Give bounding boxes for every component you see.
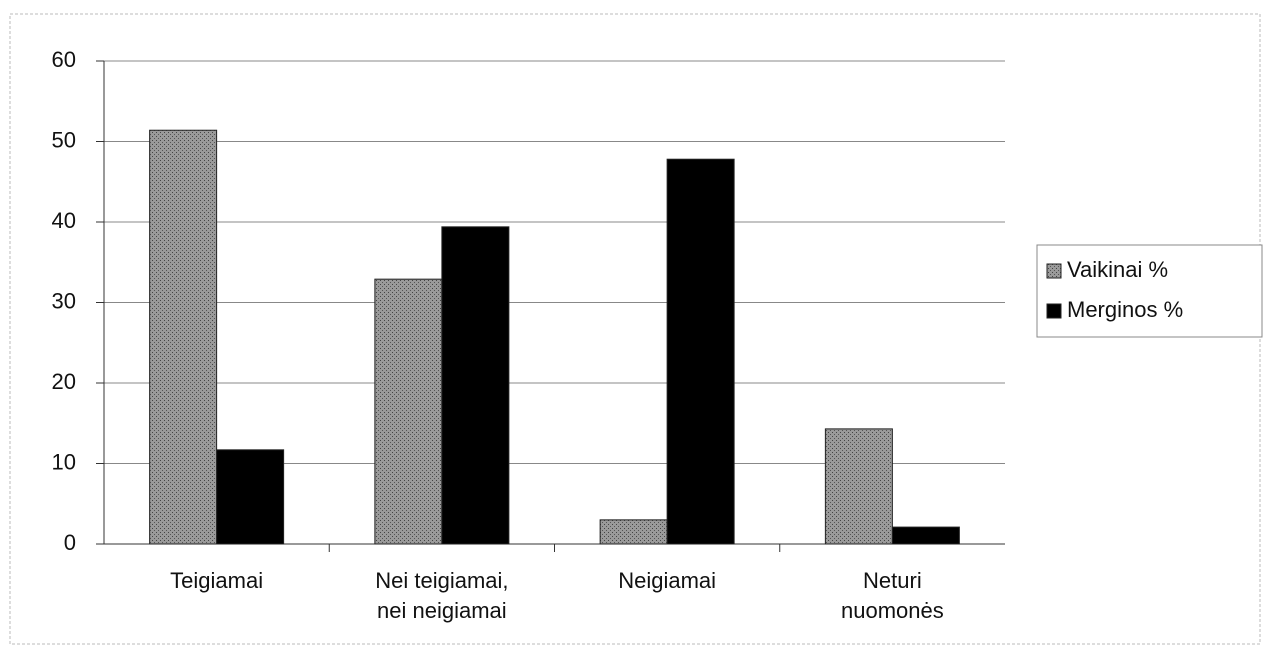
y-tick-label: 40: [52, 208, 76, 233]
y-tick-label: 0: [64, 530, 76, 555]
legend-box: [1036, 244, 1263, 338]
bar: [441, 226, 510, 545]
legend-swatch: [1046, 263, 1062, 279]
bar: [216, 449, 285, 545]
y-tick-label: 50: [52, 127, 76, 152]
legend-label: Merginos %: [1067, 297, 1183, 322]
y-tick-label: 30: [52, 288, 76, 313]
x-tick-label: Nei teigiamai, nei neigiamai: [375, 568, 509, 623]
bar: [599, 519, 668, 545]
legend-swatch: [1046, 303, 1062, 319]
bar: [891, 526, 960, 545]
bar: [666, 158, 735, 545]
x-tick-label: Neigiamai: [618, 568, 717, 593]
bar: [824, 428, 893, 545]
x-tick-label: Teigiamai: [170, 568, 264, 593]
y-tick-label: 10: [52, 449, 76, 474]
bar: [149, 129, 218, 545]
y-tick-label: 60: [52, 47, 76, 72]
y-tick-label: 20: [52, 369, 76, 394]
x-tick-label: Neturi nuomonės: [841, 568, 944, 623]
bar: [374, 278, 443, 545]
legend-label: Vaikinai %: [1067, 257, 1168, 282]
